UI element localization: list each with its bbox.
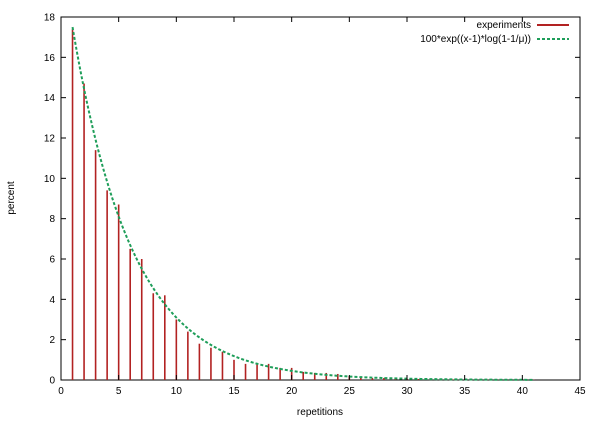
y-tick-label: 2 xyxy=(49,335,55,346)
y-axis-label: percent xyxy=(6,181,17,215)
fit-curve-line xyxy=(71,26,534,381)
y-tick-label: 12 xyxy=(44,134,56,145)
y-tick-label: 6 xyxy=(49,255,55,266)
plot-border xyxy=(60,16,581,381)
plot-frame xyxy=(60,16,581,381)
legend-label-experiments: experiments xyxy=(477,20,531,31)
x-tick-label: 25 xyxy=(344,386,356,397)
fit-series xyxy=(71,26,534,381)
y-axis: 0 2 4 6 8 10 12 14 16 18 xyxy=(44,13,580,387)
x-axis-label: repetitions xyxy=(297,407,343,418)
legend-label-fit: 100*exp((x-1)*log(1-1/μ)) xyxy=(420,34,531,45)
y-tick-label: 16 xyxy=(44,53,56,64)
y-tick-label: 4 xyxy=(49,295,55,306)
y-tick-label: 8 xyxy=(49,214,55,225)
x-tick-label: 40 xyxy=(517,386,529,397)
x-tick-label: 30 xyxy=(401,386,413,397)
y-tick-label: 0 xyxy=(49,376,55,387)
x-tick-label: 10 xyxy=(171,386,183,397)
y-tick-label: 14 xyxy=(44,93,56,104)
y-tick-label: 10 xyxy=(44,174,56,185)
x-tick-label: 35 xyxy=(459,386,471,397)
x-axis: 0 5 10 15 20 25 30 35 40 45 xyxy=(58,17,586,397)
x-tick-label: 15 xyxy=(228,386,240,397)
x-tick-label: 0 xyxy=(58,386,64,397)
x-tick-label: 45 xyxy=(574,386,586,397)
legend: experiments 100*exp((x-1)*log(1-1/μ)) xyxy=(420,20,569,45)
experiments-series xyxy=(71,29,535,380)
x-tick-label: 5 xyxy=(116,386,122,397)
y-tick-label: 18 xyxy=(44,13,56,24)
x-tick-label: 20 xyxy=(286,386,298,397)
